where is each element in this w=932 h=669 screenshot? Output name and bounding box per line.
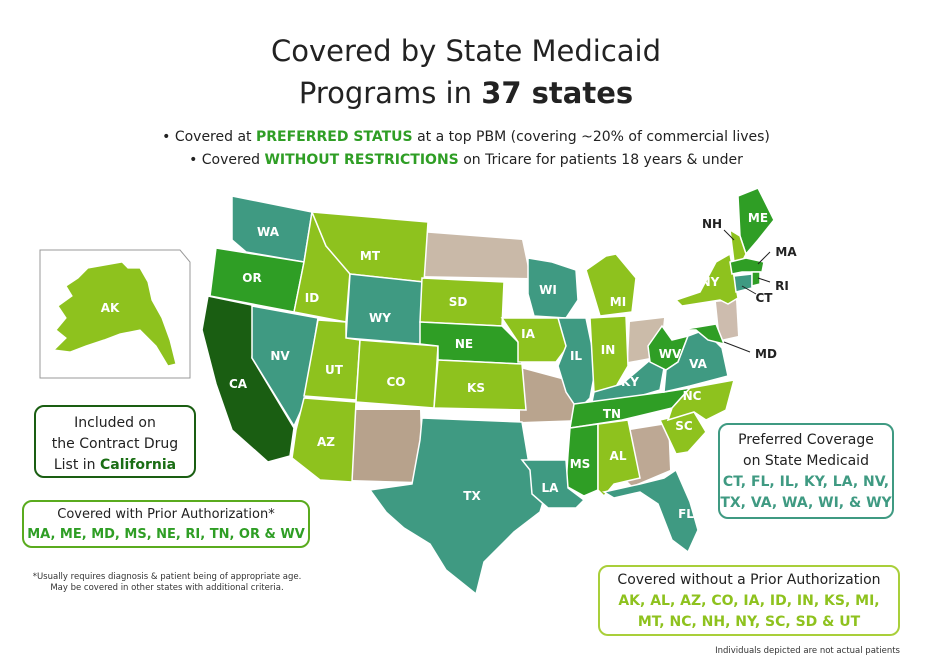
label-il: IL — [570, 349, 582, 363]
footnote-line-1: *Usually requires diagnosis & patient be… — [32, 572, 302, 582]
contract-line-3: List in California — [36, 455, 194, 476]
label-sd: SD — [449, 295, 468, 309]
alaska-inset — [39, 249, 191, 379]
preferred-heading-2: on State Medicaid — [743, 453, 869, 469]
label-nv: NV — [270, 349, 290, 363]
label-ne: NE — [455, 337, 473, 351]
label-wa: WA — [257, 225, 280, 239]
bullet-2-suffix: on Tricare for patients 18 years & under — [458, 152, 743, 168]
disclaimer: Individuals depicted are not actual pati… — [715, 646, 900, 656]
label-in: IN — [601, 343, 616, 357]
label-ms: MS — [570, 457, 591, 471]
label-ks: KS — [467, 381, 485, 395]
no-prior-authorization-box: Covered without a Prior Authorization AK… — [598, 565, 900, 636]
contract-drug-list-box: Included on the Contract Drug List in Ca… — [34, 405, 196, 478]
label-nh: NH — [702, 217, 722, 231]
label-ca: CA — [229, 377, 248, 391]
label-ut: UT — [325, 363, 344, 377]
state-nc — [666, 379, 736, 422]
state-ak — [52, 261, 177, 367]
label-az: AZ — [317, 435, 335, 449]
page-title: Covered by State Medicaid Programs in 37… — [0, 30, 932, 114]
leader-lines — [723, 229, 771, 353]
state-in — [589, 315, 629, 393]
title-line-1: Covered by State Medicaid — [270, 34, 662, 68]
state-co — [355, 339, 439, 409]
state-md — [679, 323, 726, 346]
no-pa-states-2: MT, NC, NH, NY, SC, SD & UT — [637, 614, 861, 630]
label-me: ME — [748, 211, 768, 225]
state-ks — [433, 359, 527, 411]
preferred-states-2: TX, VA, WA, WI, & WY — [720, 495, 892, 511]
bullet-2-prefix: • Covered — [189, 152, 265, 168]
label-ri: RI — [775, 279, 789, 293]
label-or: OR — [242, 271, 261, 285]
bullet-1-suffix: at a top PBM (covering ~20% of commercia… — [412, 129, 770, 145]
state-wi — [527, 257, 579, 319]
label-va: VA — [689, 357, 707, 371]
state-ct — [733, 273, 753, 293]
contract-prefix: List in — [53, 457, 100, 473]
contract-line-1: Included on — [74, 415, 156, 431]
label-wy: WY — [369, 311, 391, 325]
bullet-2-highlight: WITHOUT RESTRICTIONS — [264, 152, 459, 168]
label-co: CO — [386, 375, 405, 389]
state-al — [597, 419, 641, 498]
state-wy — [345, 273, 425, 345]
label-nc: NC — [683, 389, 702, 403]
label-la: LA — [542, 481, 560, 495]
label-al: AL — [610, 449, 627, 463]
state-mi — [585, 253, 637, 317]
label-ia: IA — [521, 327, 535, 341]
preferred-heading-1: Preferred Coverage — [738, 432, 874, 448]
title-line-2: Programs in 37 states — [0, 72, 932, 114]
state-la — [520, 459, 586, 509]
label-wv: WV — [659, 347, 682, 361]
label-ky: KY — [621, 375, 639, 389]
label-mi: MI — [610, 295, 626, 309]
bullet-2: • Covered WITHOUT RESTRICTIONS on Tricar… — [0, 149, 932, 172]
label-ma: MA — [775, 245, 797, 259]
bullet-1-highlight: PREFERRED STATUS — [255, 129, 413, 145]
bullet-1-prefix: • Covered at — [162, 129, 256, 145]
label-md: MD — [755, 347, 777, 361]
preferred-states-1: CT, FL, IL, KY, LA, NV, — [722, 474, 890, 490]
state-ri — [751, 271, 761, 287]
prior-authorization-box: Covered with Prior Authorization* MA, ME… — [22, 500, 310, 548]
state-ny — [674, 252, 739, 307]
state-az — [291, 397, 357, 483]
prior-auth-states: MA, ME, MD, MS, NE, RI, TN, OR & WV — [27, 527, 305, 542]
state-fl — [602, 468, 699, 554]
label-wi: WI — [539, 283, 557, 297]
preferred-coverage-box: Preferred Coverage on State Medicaid CT,… — [718, 423, 894, 519]
bullet-1: • Covered at PREFERRED STATUS at a top P… — [0, 126, 932, 149]
label-ak: AK — [101, 301, 120, 315]
no-pa-states-1: AK, AL, AZ, CO, IA, ID, IN, KS, MI, — [618, 593, 880, 609]
prior-auth-heading: Covered with Prior Authorization* — [57, 507, 275, 522]
title-prefix: Programs in — [298, 76, 482, 110]
title-count: 37 states — [481, 76, 634, 110]
label-mt: MT — [360, 249, 381, 263]
label-tn: TN — [603, 407, 621, 421]
state-va — [663, 329, 729, 393]
contract-state: California — [99, 457, 177, 473]
coverage-bullets: • Covered at PREFERRED STATUS at a top P… — [0, 126, 932, 172]
footnote: *Usually requires diagnosis & patient be… — [22, 572, 312, 594]
label-tx: TX — [463, 489, 481, 503]
footnote-line-2: May be covered in other states with addi… — [50, 583, 284, 593]
contract-line-2: the Contract Drug — [51, 436, 179, 452]
label-ct: CT — [756, 291, 774, 305]
no-pa-heading: Covered without a Prior Authorization — [617, 572, 881, 588]
label-id: ID — [305, 291, 319, 305]
label-ny: NY — [701, 275, 720, 289]
label-fl: FL — [678, 507, 694, 521]
label-sc: SC — [675, 419, 693, 433]
state-ma — [729, 257, 765, 275]
